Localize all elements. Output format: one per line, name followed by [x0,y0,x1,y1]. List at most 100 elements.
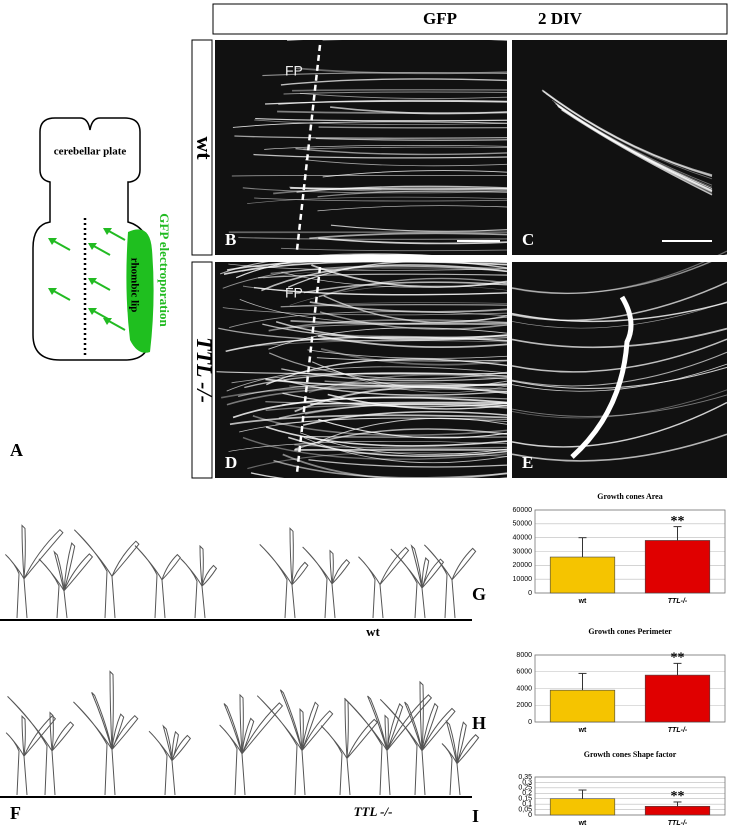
neurite [242,187,508,194]
cone-outline [441,719,480,796]
neurite [266,358,508,386]
neurite [238,236,508,240]
header-title: GFP [423,9,457,28]
header-box [212,3,728,35]
neurite [545,93,713,180]
brain-outline [32,117,151,361]
row-label: TTL -/- [192,337,217,403]
fp-label: FP [285,285,303,301]
row-box [191,261,213,479]
neurite [275,417,508,425]
neurite [317,190,508,198]
panel-label: B [225,230,236,249]
arrow-head [48,288,57,295]
neurite [223,260,508,276]
neurite [255,117,508,122]
y-tick-label: 0 [528,590,532,597]
x-tick-label: wt [578,820,587,827]
neurite [222,265,508,289]
micrograph [512,40,727,255]
y-tick-label: 0,25 [518,785,532,792]
x-tick-label: TTL-/- [668,598,688,605]
neurite [218,327,508,342]
bar [644,674,711,723]
neurite [511,401,728,448]
bar [549,798,616,816]
y-tick-label: 20000 [513,562,533,569]
cone-outline [358,546,410,619]
neurite [303,437,508,464]
neurite [331,334,508,338]
x-tick-label: TTL-/- [668,727,688,734]
neurite [228,440,508,452]
neurite [308,374,508,394]
plot-frame [534,654,726,723]
arrow-shaft [106,319,126,331]
neurite [310,401,508,406]
neurite [317,205,508,212]
y-tick-label: 60000 [513,507,533,514]
group-label: wt [366,624,380,639]
neurite [300,436,508,438]
neurite [294,443,508,449]
neurite [265,401,508,405]
neurite [299,92,508,99]
significance: ** [671,514,685,529]
bar [549,556,616,594]
neurite [278,403,508,420]
cone-outline [259,527,309,619]
group-label: TTL -/- [354,804,393,819]
neurite [553,101,713,188]
y-tick-label: 6000 [516,669,532,676]
panel-label: G [472,584,486,604]
y-tick-label: 8000 [516,652,532,659]
row-box [191,39,213,256]
neurite [327,393,508,410]
neurite [511,433,728,462]
neurite [226,366,508,392]
arrow-shaft [91,244,111,256]
panel-label: I [472,806,479,826]
significance: ** [671,789,685,804]
neurite [287,36,508,41]
y-tick-label: 0,3 [522,779,532,786]
arrow-shaft [51,239,71,251]
arrows [48,228,126,331]
cone-outline [180,544,218,619]
x-tick-label: wt [578,598,587,605]
panel-label: H [472,713,486,733]
y-tick-label: 0 [528,812,532,819]
cone-outline [219,693,284,796]
neurite [294,386,508,413]
neurite [229,311,508,328]
arrow-head [103,228,112,235]
cone-outline [379,680,456,796]
y-tick-label: 2000 [516,702,532,709]
arrow-head [88,278,97,285]
neurite [242,436,508,460]
growth-cone [570,295,634,459]
neurite [511,301,728,329]
neurite [265,426,508,447]
cone-outline [5,524,64,619]
y-tick-label: 10000 [513,576,533,583]
neurite [323,295,508,324]
neurite [273,459,508,479]
neurite [220,385,508,399]
neurite [216,371,508,375]
neurite [283,91,508,95]
row-label: wt [192,136,217,160]
arrow-head [48,238,57,245]
neurite [268,327,508,350]
neurite [238,382,508,397]
neurite [234,135,508,139]
neurite [253,153,508,159]
neurite [318,277,508,298]
fp-line [295,266,322,474]
neurite [281,247,508,252]
neurite [265,100,508,105]
panel-label: D [225,453,237,472]
neurite [262,323,508,340]
neurite [303,281,508,294]
